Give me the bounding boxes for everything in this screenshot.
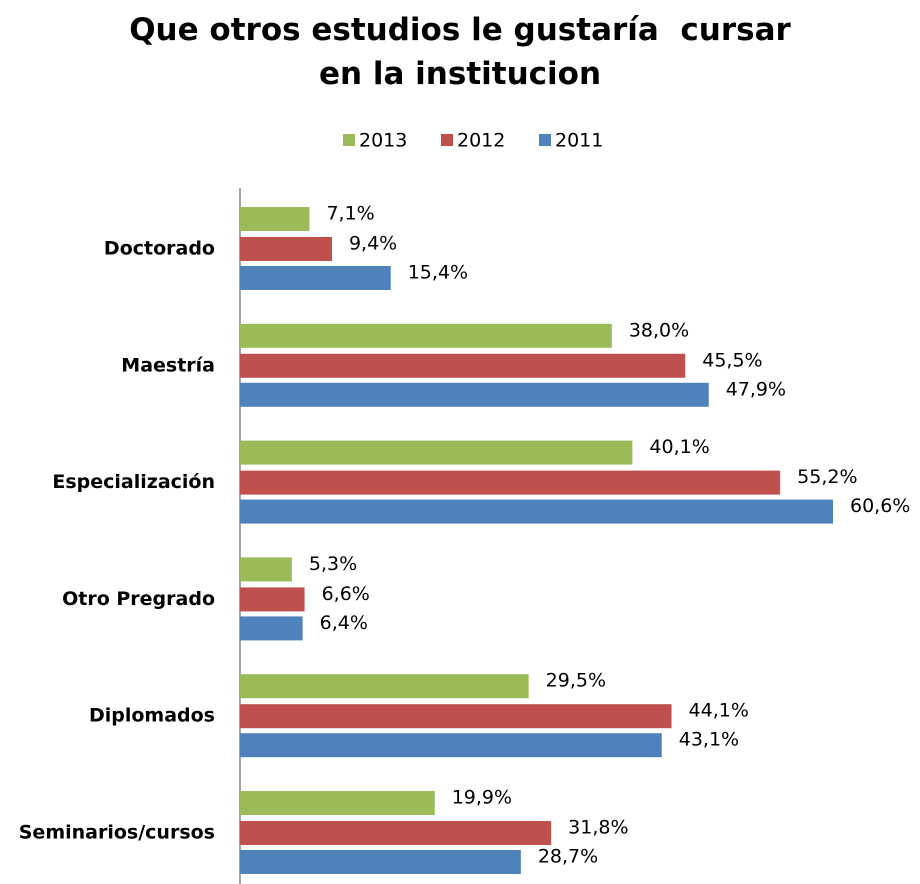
value-label: 5,3% bbox=[309, 553, 357, 575]
value-label: 43,1% bbox=[679, 729, 739, 751]
bar bbox=[240, 587, 305, 612]
value-label: 6,4% bbox=[320, 612, 368, 634]
legend-swatch bbox=[441, 134, 453, 146]
value-label: 60,6% bbox=[850, 495, 910, 517]
category-label: Diplomados bbox=[89, 705, 215, 727]
value-label: 15,4% bbox=[408, 262, 468, 284]
value-label: 45,5% bbox=[702, 349, 762, 371]
category-label: Especialización bbox=[52, 471, 215, 493]
value-label: 38,0% bbox=[629, 319, 689, 341]
bar bbox=[240, 557, 292, 582]
value-label: 47,9% bbox=[726, 378, 786, 400]
bar bbox=[240, 850, 521, 874]
bar bbox=[240, 733, 662, 758]
legend-label: 2012 bbox=[457, 130, 505, 152]
value-label: 31,8% bbox=[568, 817, 628, 839]
bar bbox=[240, 674, 529, 699]
legend-label: 2011 bbox=[555, 130, 603, 152]
bar bbox=[240, 266, 391, 290]
legend-swatch bbox=[343, 134, 355, 146]
bar bbox=[240, 470, 781, 495]
bar bbox=[240, 499, 833, 524]
category-label: Seminarios/cursos bbox=[19, 822, 215, 844]
bar bbox=[240, 237, 332, 261]
value-label: 6,6% bbox=[322, 583, 370, 605]
value-label: 29,5% bbox=[546, 670, 606, 692]
value-label: 7,1% bbox=[326, 203, 374, 225]
legend-label: 2013 bbox=[359, 130, 407, 152]
category-label: Doctorado bbox=[104, 238, 215, 260]
value-label: 44,1% bbox=[689, 700, 749, 722]
value-label: 28,7% bbox=[538, 846, 598, 868]
bar bbox=[240, 382, 709, 407]
bar bbox=[240, 323, 612, 348]
value-label: 9,4% bbox=[349, 233, 397, 255]
legend-swatch bbox=[539, 134, 551, 146]
chart-title: Que otros estudios le gustaría cursar en… bbox=[129, 12, 802, 92]
bar bbox=[240, 207, 310, 231]
value-label: 55,2% bbox=[797, 466, 857, 488]
category-label: Otro Pregrado bbox=[62, 588, 215, 610]
bar bbox=[240, 616, 303, 641]
bar bbox=[240, 791, 435, 815]
value-label: 40,1% bbox=[649, 436, 709, 458]
category-label: Maestría bbox=[121, 354, 215, 376]
bar bbox=[240, 704, 672, 729]
bar bbox=[240, 353, 686, 378]
value-label: 19,9% bbox=[452, 787, 512, 809]
bar bbox=[240, 821, 552, 845]
bar bbox=[240, 440, 633, 465]
